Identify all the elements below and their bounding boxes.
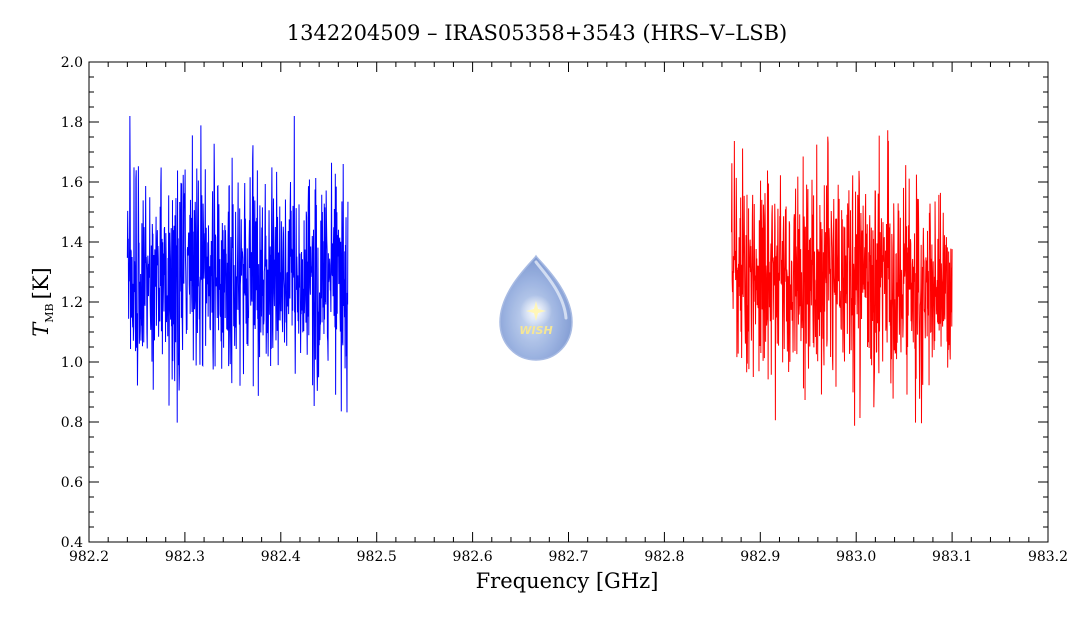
y-axis: 0.4 0.6 0.8 1.0 1.2 1.4 1.6 1.8 2.0	[61, 55, 1048, 551]
series-2-line	[731, 130, 953, 426]
y-tick-label: 2.0	[61, 55, 83, 71]
y-tick-label: 0.6	[61, 475, 83, 491]
x-tick-label: 983.0	[836, 549, 876, 565]
x-tick-label: 982.3	[165, 549, 205, 565]
x-axis: 982.2 982.3 982.4 982.5 982.6 982.7 982.8 982.9…	[69, 62, 1068, 565]
x-tick-label: 982.5	[357, 549, 397, 565]
y-axis-subscript: MB	[43, 303, 56, 322]
x-tick-label: 982.4	[261, 549, 301, 565]
y-axis-unit: [K]	[29, 267, 53, 299]
y-axis-symbol: T	[29, 321, 53, 337]
x-tick-label: 983.2	[1028, 549, 1068, 565]
x-tick-label: 982.9	[740, 549, 780, 565]
y-tick-label: 0.4	[61, 535, 83, 551]
y-tick-label: 1.8	[61, 115, 83, 131]
y-tick-label: 1.6	[61, 175, 83, 191]
x-tick-label: 982.2	[69, 549, 109, 565]
y-tick-label: 1.0	[61, 355, 83, 371]
series-1-line	[126, 115, 349, 423]
x-tick-label: 982.7	[548, 549, 588, 565]
x-tick-label: 982.6	[453, 549, 493, 565]
chart-title: 1342204509 – IRAS05358+3543 (HRS–V–LSB)	[287, 21, 787, 45]
x-tick-label: 982.8	[644, 549, 684, 565]
y-axis-label: TMB [K]	[29, 267, 56, 336]
y-tick-label: 0.8	[61, 415, 83, 431]
x-tick-label: 983.1	[932, 549, 972, 565]
water-drop-icon: WISH	[499, 254, 573, 361]
series-layer	[126, 115, 953, 426]
y-tick-label: 1.2	[61, 295, 83, 311]
watermark-text: WISH	[519, 324, 552, 337]
x-axis-label: Frequency [GHz]	[476, 569, 659, 593]
y-tick-label: 1.4	[61, 235, 83, 251]
